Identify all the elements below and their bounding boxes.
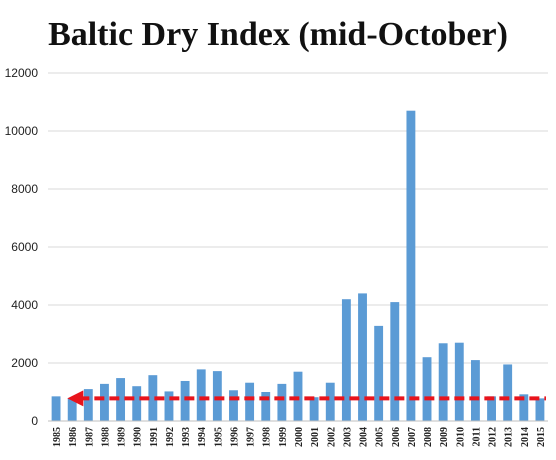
red-dashed-arrow xyxy=(67,390,546,407)
bar xyxy=(261,392,271,421)
x-tick-label: 2005 xyxy=(375,427,386,447)
x-tick-label: 2002 xyxy=(326,427,337,447)
x-tick-label: 1997 xyxy=(246,427,257,447)
bar xyxy=(164,391,174,421)
bar xyxy=(277,383,287,421)
bar xyxy=(148,375,158,421)
x-tick-label: 2012 xyxy=(488,427,499,447)
y-tick-label: 0 xyxy=(31,414,38,428)
bar xyxy=(67,398,77,421)
bar xyxy=(293,371,303,421)
x-tick-label: 1990 xyxy=(133,427,144,447)
x-tick-label: 1988 xyxy=(100,427,111,447)
x-tick-label: 2008 xyxy=(423,427,434,447)
x-tick-label: 1991 xyxy=(149,427,160,447)
bar xyxy=(325,382,335,421)
x-tick-label: 2001 xyxy=(310,427,321,447)
y-tick-label: 2000 xyxy=(11,356,38,370)
x-tick-label: 2010 xyxy=(455,427,466,447)
x-tick-label: 1993 xyxy=(181,427,192,447)
x-tick-label: 2000 xyxy=(294,427,305,447)
x-tick-label: 1985 xyxy=(52,427,63,447)
chart-title: Baltic Dry Index (mid-October) xyxy=(48,16,508,53)
bar xyxy=(535,398,545,421)
bar xyxy=(180,380,190,421)
bar xyxy=(358,293,367,421)
x-axis: 1985 1986 1987 1988 1989 1990 1991 1992 1993 1994… xyxy=(48,420,548,447)
x-tick-label: 1987 xyxy=(84,427,95,447)
x-tick-label: 1992 xyxy=(165,427,176,447)
x-tick-label: 1998 xyxy=(262,427,273,447)
x-tick-label: 2014 xyxy=(520,427,531,447)
x-tick-label: 1989 xyxy=(117,427,128,447)
y-tick-label: 8000 xyxy=(11,182,38,196)
bar xyxy=(100,383,109,421)
x-tick-label: 1996 xyxy=(229,427,240,447)
x-tick-label: 1994 xyxy=(197,427,208,447)
bars xyxy=(51,110,545,421)
x-tick-label: 1999 xyxy=(278,427,289,447)
x-tick-label: 2004 xyxy=(359,427,370,447)
x-tick-label: 1986 xyxy=(68,427,79,447)
x-tick-label: 2007 xyxy=(407,427,418,447)
x-tick-label: 2009 xyxy=(439,427,450,447)
bar xyxy=(470,360,480,421)
bar xyxy=(503,364,513,421)
x-tick-label: 2003 xyxy=(342,427,353,447)
y-tick-label: 6000 xyxy=(11,240,38,254)
bar xyxy=(454,342,464,421)
bar xyxy=(390,302,400,421)
bar xyxy=(438,343,448,421)
bar xyxy=(116,378,126,421)
bar xyxy=(196,369,206,421)
bar xyxy=(422,357,432,421)
y-tick-label: 12000 xyxy=(5,66,39,80)
y-tick-label: 4000 xyxy=(11,298,38,312)
y-axis: 0 2000 4000 6000 8000 10000 12000 xyxy=(5,66,39,428)
gridlines xyxy=(48,72,548,364)
bar xyxy=(487,396,496,421)
arrow-head xyxy=(67,390,84,407)
x-tick-label: 2015 xyxy=(536,427,547,447)
bar xyxy=(341,299,351,421)
y-tick-label: 10000 xyxy=(5,124,39,138)
bar xyxy=(309,397,319,421)
bar xyxy=(519,394,529,421)
bar xyxy=(374,325,384,421)
x-tick-label: 2006 xyxy=(391,427,402,447)
bar xyxy=(51,396,61,421)
x-tick-label: 2013 xyxy=(504,427,515,447)
bar xyxy=(132,386,142,421)
x-tick-label: 1995 xyxy=(213,427,224,447)
x-tick-label: 2011 xyxy=(471,427,482,446)
bar xyxy=(229,390,238,421)
bar xyxy=(406,110,416,421)
bar xyxy=(83,389,93,421)
bar xyxy=(245,382,255,421)
bar xyxy=(212,371,222,421)
